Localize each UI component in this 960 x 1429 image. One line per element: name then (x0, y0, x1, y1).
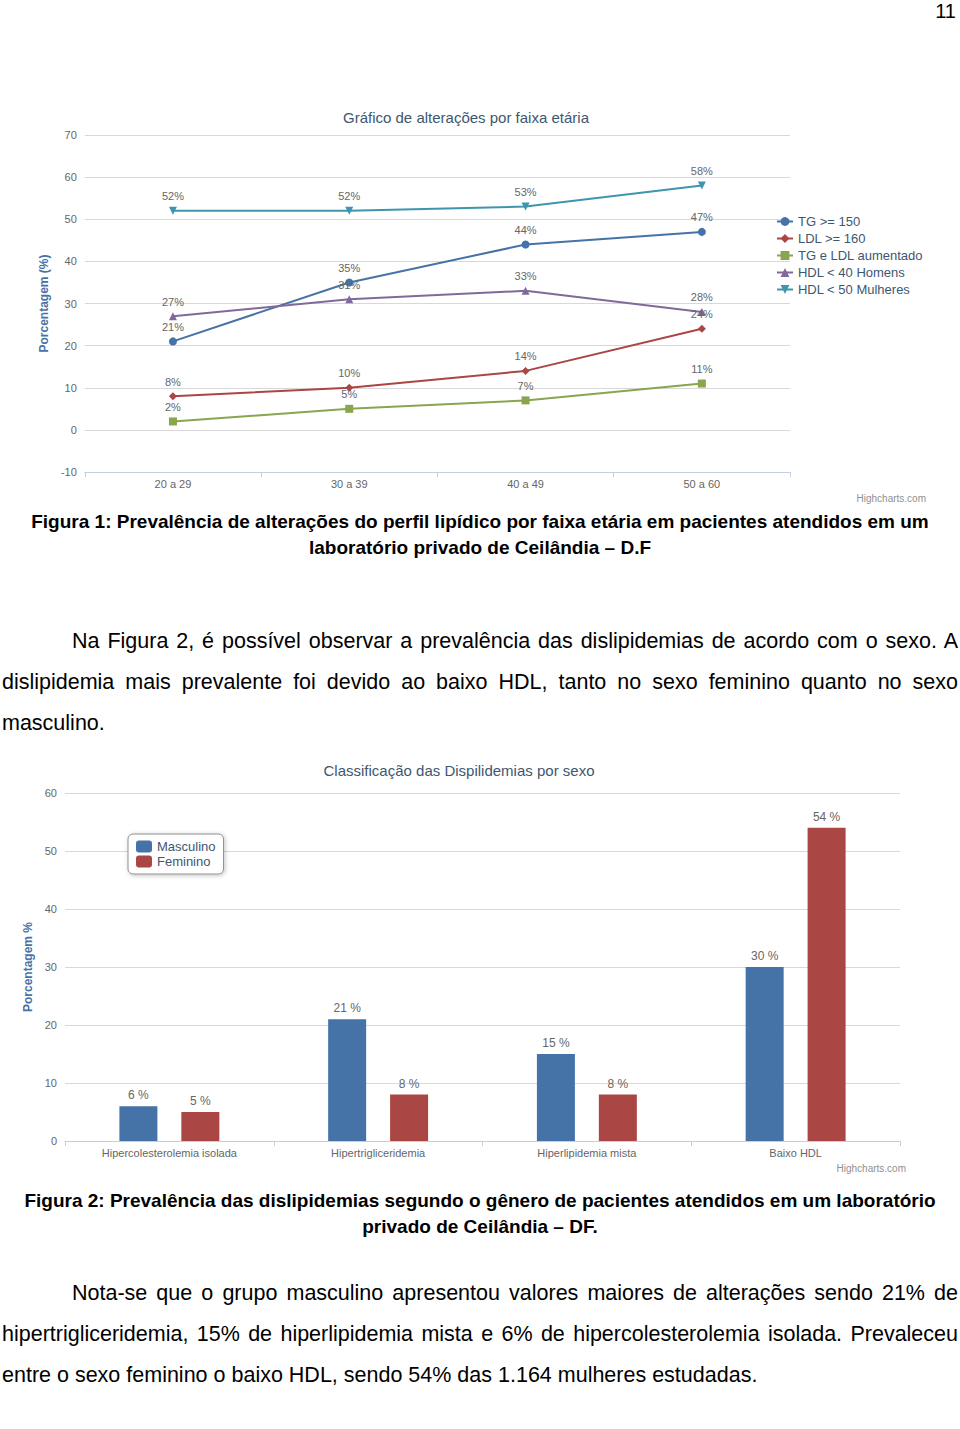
svg-text:0: 0 (71, 424, 77, 436)
svg-text:50: 50 (45, 845, 57, 857)
svg-text:40: 40 (65, 255, 77, 267)
html-text:Nota-se que o grupo masculino: Nota-se que o grupo masculino apresentou… (2, 1281, 958, 1387)
svg-text:31%: 31% (338, 279, 360, 291)
svg-text:14%: 14% (515, 350, 537, 362)
svg-text:50: 50 (65, 213, 77, 225)
svg-text:Hipertrigliceridemia: Hipertrigliceridemia (331, 1147, 426, 1159)
svg-text:53%: 53% (515, 186, 537, 198)
svg-text:30 a 39: 30 a 39 (331, 478, 368, 490)
svg-text:33%: 33% (515, 270, 537, 282)
svg-text:70: 70 (65, 129, 77, 141)
svg-text:44%: 44% (515, 224, 537, 236)
svg-text:30: 30 (45, 961, 57, 973)
svg-text:10: 10 (65, 382, 77, 394)
svg-text:Feminino: Feminino (157, 854, 210, 869)
svg-text:LDL >= 160: LDL >= 160 (798, 231, 865, 246)
svg-text:60: 60 (45, 787, 57, 799)
svg-text:5%: 5% (341, 388, 357, 400)
svg-text:24%: 24% (691, 308, 713, 320)
html-text:Na Figura 2, é possível observ: Na Figura 2, é possível observar a preva… (2, 629, 958, 735)
svg-text:7%: 7% (518, 380, 534, 392)
html-text:Figura 1: Prevalência de alter: Figura 1: Prevalência de alterações do p… (31, 511, 929, 558)
svg-text:52%: 52% (162, 190, 184, 202)
svg-text:50 a 60: 50 a 60 (683, 478, 720, 490)
svg-text:20: 20 (45, 1019, 57, 1031)
svg-text:HDL < 40 Homens: HDL < 40 Homens (798, 265, 905, 280)
svg-text:30 %: 30 % (751, 949, 779, 963)
svg-text:Highcharts.com: Highcharts.com (857, 493, 926, 504)
svg-text:TG e LDL aumentado: TG e LDL aumentado (798, 248, 923, 263)
svg-text:35%: 35% (338, 262, 360, 274)
svg-text:30: 30 (65, 298, 77, 310)
svg-text:60: 60 (65, 171, 77, 183)
svg-text:Hipercolesterolemia isolada: Hipercolesterolemia isolada (102, 1147, 238, 1159)
svg-text:TG >= 150: TG >= 150 (798, 214, 860, 229)
svg-text:Gráfico de alterações por faix: Gráfico de alterações por faixa etária (343, 109, 590, 126)
svg-text:21%: 21% (162, 321, 184, 333)
svg-text:6 %: 6 % (128, 1088, 149, 1102)
svg-text:27%: 27% (162, 296, 184, 308)
svg-text:Masculino: Masculino (157, 839, 216, 854)
svg-text:2%: 2% (165, 401, 181, 413)
svg-text:Porcentagem (%): Porcentagem (%) (37, 254, 51, 352)
svg-text:20: 20 (65, 340, 77, 352)
svg-text:58%: 58% (691, 165, 713, 177)
svg-text:HDL < 50 Mulheres: HDL < 50 Mulheres (798, 282, 910, 297)
svg-text:0: 0 (51, 1135, 57, 1147)
svg-text:40: 40 (45, 903, 57, 915)
svg-text:15 %: 15 % (542, 1036, 570, 1050)
svg-text:10: 10 (45, 1077, 57, 1089)
svg-text:Porcentagem %: Porcentagem % (21, 922, 35, 1012)
svg-text:28%: 28% (691, 291, 713, 303)
svg-text:Classificação das Dispilidemia: Classificação das Dispilidemias por sexo (324, 762, 595, 779)
svg-text:8%: 8% (165, 376, 181, 388)
svg-text:8 %: 8 % (608, 1077, 629, 1091)
svg-text:Hiperlipidemia mista: Hiperlipidemia mista (537, 1147, 637, 1159)
html-text:Figura 2: Prevalência das disl: Figura 2: Prevalência das dislipidemias … (24, 1190, 936, 1237)
svg-text:11%: 11% (691, 363, 712, 375)
svg-text:Highcharts.com: Highcharts.com (837, 1163, 906, 1174)
svg-text:-10: -10 (61, 466, 77, 478)
svg-text:40 a 49: 40 a 49 (507, 478, 544, 490)
svg-text:20 a 29: 20 a 29 (155, 478, 192, 490)
svg-text:21 %: 21 % (333, 1001, 361, 1015)
svg-text:5 %: 5 % (190, 1094, 211, 1108)
svg-text:Baixo HDL: Baixo HDL (769, 1147, 822, 1159)
svg-text:47%: 47% (691, 211, 713, 223)
svg-text:52%: 52% (338, 190, 360, 202)
svg-text:10%: 10% (338, 367, 360, 379)
svg-text:8 %: 8 % (399, 1077, 420, 1091)
html-text:11: 11 (935, 0, 956, 22)
svg-text:54 %: 54 % (813, 810, 841, 824)
